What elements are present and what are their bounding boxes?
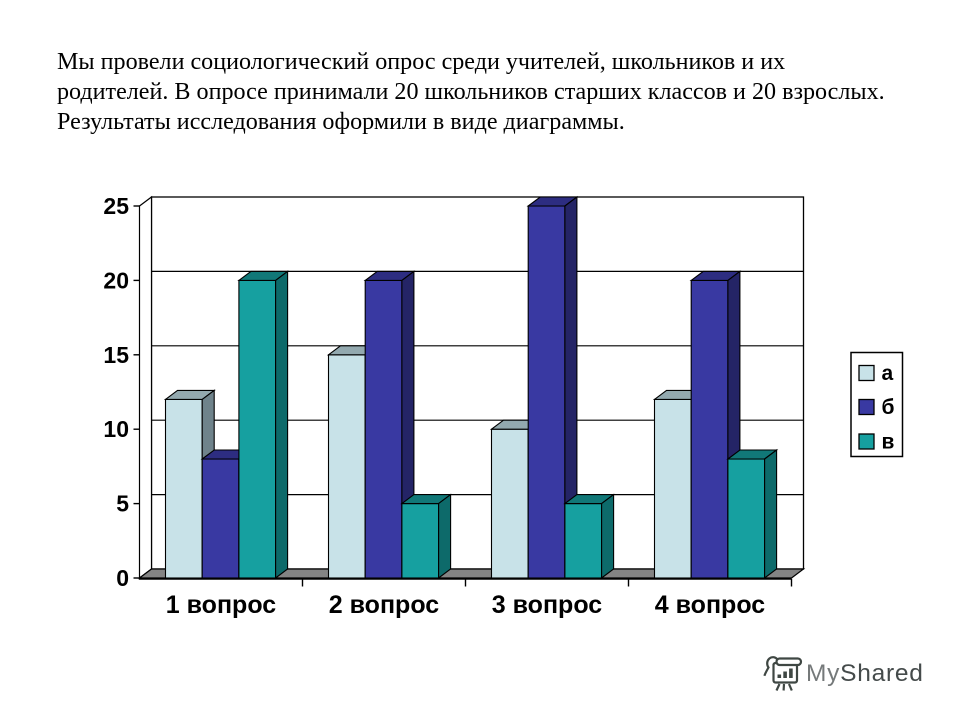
svg-text:а: а <box>882 362 894 385</box>
svg-text:5: 5 <box>116 491 129 517</box>
svg-text:б: б <box>882 396 895 419</box>
svg-text:1 вопрос: 1 вопрос <box>166 591 276 619</box>
svg-text:25: 25 <box>103 193 129 219</box>
svg-text:15: 15 <box>103 342 129 368</box>
svg-text:10: 10 <box>103 416 129 442</box>
svg-text:0: 0 <box>116 565 129 591</box>
svg-text:3 вопрос: 3 вопрос <box>492 591 602 619</box>
svg-text:в: в <box>882 431 895 454</box>
svg-text:2 вопрос: 2 вопрос <box>329 591 439 619</box>
svg-text:4 вопрос: 4 вопрос <box>655 591 765 619</box>
svg-text:20: 20 <box>103 267 129 293</box>
